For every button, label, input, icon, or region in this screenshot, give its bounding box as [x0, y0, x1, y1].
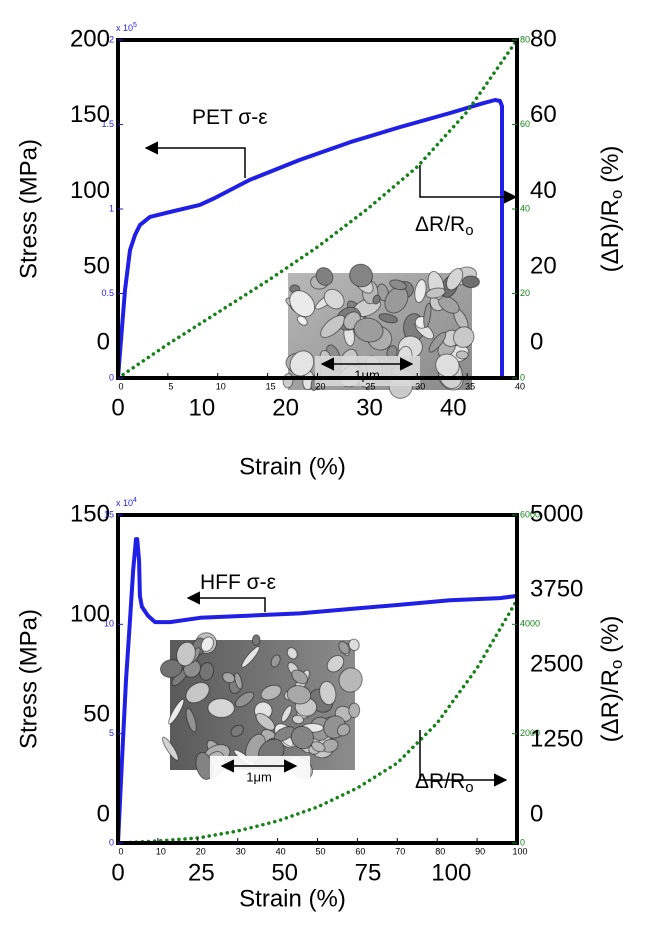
y2-axis-title: (ΔR)/Ro (%) — [597, 616, 626, 743]
outer-y-tick-label: 50 — [83, 700, 110, 727]
outer-y-tick-label: 50 — [83, 253, 110, 280]
x-tick-label: 50 — [315, 846, 325, 856]
x-tick-label: 15 — [266, 381, 276, 391]
x-tick-label: 0 — [118, 381, 123, 391]
x-tick-label: 40 — [515, 381, 525, 391]
outer-x-tick-label: 75 — [355, 859, 382, 886]
outer-y2-tick-label: 40 — [530, 177, 557, 204]
y-tick-label: 1 — [109, 203, 114, 213]
scale-bar-label: 1μm — [246, 769, 272, 784]
annotation-part: ΔR/R — [415, 770, 465, 793]
outer-x-tick-label: 20 — [272, 394, 299, 421]
outer-y2-tick-label: 1250 — [530, 725, 583, 752]
grain — [349, 703, 360, 718]
outer-y2-tick-label: 2500 — [530, 650, 583, 677]
outer-y2-tick-label: 20 — [530, 253, 557, 280]
outer-y-tick-label: 100 — [70, 600, 110, 627]
outer-x-tick-label: 25 — [188, 859, 215, 886]
outer-y-tick-label: 150 — [70, 101, 110, 128]
annotation-part: HFF σ-ε — [200, 571, 276, 594]
y2-axis-title-part: (ΔR)/R — [597, 199, 624, 272]
outer-x-tick-label: 100 — [431, 859, 471, 886]
y2-axis-title-part: (%) — [597, 146, 624, 190]
outer-y2-tick-label: 5000 — [530, 500, 583, 527]
outer-y2-tick-label: 60 — [530, 101, 557, 128]
y-multiplier-exponent: 4 — [133, 497, 137, 504]
y-tick-label: 0 — [109, 372, 114, 382]
outer-x-tick-label: 50 — [271, 859, 298, 886]
y2-tick-label: 20 — [520, 288, 530, 298]
figure: 1μm051015202530354000.511.52020406080x 1… — [0, 0, 650, 926]
y-tick-label: 5 — [109, 728, 114, 738]
y2-tick-label: 0 — [520, 372, 525, 382]
outer-y-tick-label: 200 — [70, 25, 110, 52]
annotation-part: o — [465, 779, 473, 796]
x-tick-label: 10 — [156, 846, 166, 856]
outer-y2-tick-label: 0 — [530, 328, 543, 355]
y2-axis-title: (ΔR)/Ro (%) — [597, 146, 626, 273]
outer-x-tick-label: 0 — [111, 859, 124, 886]
x-tick-label: 35 — [465, 381, 475, 391]
outer-x-tick-label: 0 — [111, 394, 124, 421]
y2-tick-label: 80 — [520, 34, 530, 44]
grain — [208, 698, 235, 718]
outer-x-tick-label: 30 — [356, 394, 383, 421]
x-tick-label: 90 — [475, 846, 485, 856]
y2-tick-label: 40 — [520, 203, 530, 213]
annotation-part: ΔR/R — [415, 213, 465, 236]
y2-axis-title-part: (%) — [597, 616, 624, 660]
annotation: ΔR/Ro — [415, 770, 474, 796]
outer-y2-tick-label: 0 — [530, 800, 543, 827]
y2-tick-label: 0 — [520, 837, 525, 847]
y-multiplier-exponent: 5 — [133, 22, 137, 29]
outer-y2-tick-label: 3750 — [530, 575, 583, 602]
x-tick-label: 100 — [512, 846, 527, 856]
y2-axis-title-part: o — [607, 660, 626, 669]
grain — [252, 635, 260, 646]
x-tick-label: 30 — [236, 846, 246, 856]
y-axis-title: Stress (MPa) — [15, 609, 42, 749]
annotation: PET σ-ε — [192, 106, 268, 129]
annotation-part: PET σ-ε — [192, 106, 268, 129]
outer-y-tick-label: 0 — [97, 800, 110, 827]
x-tick-label: 60 — [355, 846, 365, 856]
inset-image: 1μm — [159, 629, 366, 788]
x-tick-label: 40 — [276, 846, 286, 856]
y2-tick-label: 60 — [520, 119, 530, 129]
grain — [456, 351, 468, 360]
x-tick-label: 80 — [435, 846, 445, 856]
x-tick-label: 20 — [315, 381, 325, 391]
y-tick-label: 0.5 — [101, 288, 114, 298]
x-tick-label: 5 — [168, 381, 173, 391]
x-tick-label: 25 — [365, 381, 375, 391]
x-tick-label: 20 — [196, 846, 206, 856]
x-axis-title: Strain (%) — [239, 453, 346, 480]
annotation: ΔR/Ro — [415, 213, 474, 239]
outer-y2-tick-label: 80 — [530, 25, 557, 52]
outer-y-tick-label: 0 — [97, 328, 110, 355]
x-tick-label: 0 — [118, 846, 123, 856]
outer-y-tick-label: 100 — [70, 177, 110, 204]
annotation-part: o — [465, 222, 473, 239]
inset-image: 1μm — [282, 260, 479, 402]
y-axis-title: Stress (MPa) — [15, 139, 42, 279]
y-tick-label: 0 — [109, 837, 114, 847]
y2-tick-label: 4000 — [520, 619, 540, 629]
x-tick-label: 70 — [395, 846, 405, 856]
x-tick-label: 30 — [415, 381, 425, 391]
y-multiplier-base: x 10 — [116, 23, 133, 33]
y2-axis-title-part: o — [607, 190, 626, 199]
outer-x-tick-label: 40 — [440, 394, 467, 421]
x-axis-title: Strain (%) — [239, 885, 346, 912]
annotation: HFF σ-ε — [200, 571, 276, 594]
x-tick-label: 10 — [216, 381, 226, 391]
y-multiplier-base: x 10 — [116, 498, 133, 508]
outer-y-tick-label: 150 — [70, 500, 110, 527]
outer-x-tick-label: 10 — [188, 394, 215, 421]
y2-axis-title-part: (ΔR)/R — [597, 669, 624, 742]
grain — [462, 276, 479, 288]
